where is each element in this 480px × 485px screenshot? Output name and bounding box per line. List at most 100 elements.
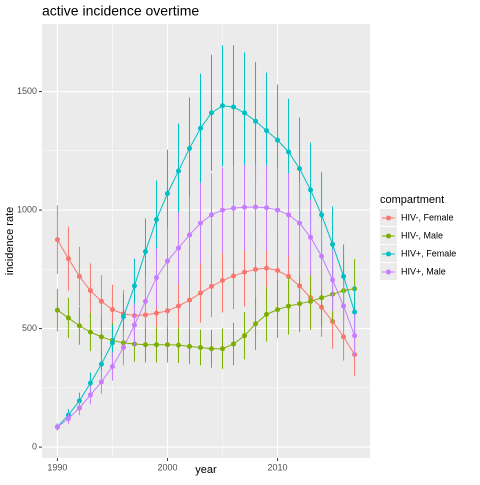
point — [186, 145, 192, 151]
point — [341, 273, 347, 279]
point — [319, 212, 325, 218]
point — [275, 207, 281, 213]
chart-title: active incidence overtime — [42, 3, 199, 19]
y-tick-label: 0 — [32, 441, 37, 451]
point — [164, 342, 170, 348]
point — [109, 364, 115, 370]
x-axis-label: year — [195, 464, 217, 476]
point — [87, 288, 93, 294]
legend-label: HIV-, Female — [401, 212, 454, 222]
point — [286, 303, 292, 309]
x-tick-label: 1990 — [47, 462, 67, 472]
point — [175, 303, 181, 309]
point — [209, 110, 215, 116]
legend-title: compartment — [380, 194, 444, 206]
point — [142, 249, 148, 255]
y-tick-label: 500 — [22, 323, 37, 333]
point — [220, 346, 226, 352]
point — [341, 334, 347, 340]
point — [98, 334, 104, 340]
point — [54, 424, 60, 430]
legend-label: HIV+, Male — [401, 266, 446, 276]
point — [65, 416, 71, 422]
point — [330, 241, 336, 247]
point — [275, 268, 281, 274]
point — [164, 308, 170, 314]
point — [120, 314, 126, 320]
point — [275, 137, 281, 143]
point — [153, 275, 159, 281]
point — [131, 283, 137, 289]
point — [197, 290, 203, 296]
point — [319, 253, 325, 259]
point — [231, 104, 237, 110]
line — [57, 288, 355, 350]
point — [242, 333, 248, 339]
point — [308, 298, 314, 304]
point — [175, 342, 181, 348]
point — [87, 392, 93, 398]
point — [54, 307, 60, 313]
point — [264, 128, 270, 134]
legend-point — [386, 233, 391, 239]
point — [164, 190, 170, 196]
point — [231, 273, 237, 279]
point — [242, 204, 248, 210]
point — [186, 232, 192, 238]
point — [186, 297, 192, 303]
point — [98, 361, 104, 367]
point — [275, 307, 281, 313]
point — [253, 118, 259, 124]
point — [253, 266, 259, 272]
point — [319, 295, 325, 301]
point — [175, 245, 181, 251]
point — [286, 212, 292, 218]
legend-label: HIV+, Female — [401, 248, 456, 258]
point — [220, 207, 226, 213]
point — [242, 269, 248, 275]
point — [231, 341, 237, 347]
point — [197, 125, 203, 131]
point — [175, 168, 181, 174]
point — [220, 277, 226, 283]
point — [153, 342, 159, 348]
point — [264, 205, 270, 211]
point — [197, 345, 203, 351]
point — [153, 310, 159, 316]
point — [308, 234, 314, 240]
point — [341, 303, 347, 309]
point — [253, 204, 259, 210]
point — [264, 311, 270, 317]
point — [297, 220, 303, 226]
point — [65, 256, 71, 262]
point — [87, 329, 93, 335]
point — [109, 307, 115, 313]
point — [220, 103, 226, 109]
point — [142, 342, 148, 348]
line — [57, 206, 356, 428]
point — [242, 110, 248, 116]
legend-label: HIV-, Male — [401, 230, 443, 240]
point — [87, 380, 93, 386]
point — [209, 283, 215, 289]
point — [286, 149, 292, 155]
line — [57, 105, 356, 428]
point — [197, 220, 203, 226]
point — [98, 379, 104, 385]
point — [209, 212, 215, 218]
y-tick-label: 1500 — [17, 86, 37, 96]
point — [308, 187, 314, 193]
point — [352, 333, 358, 339]
legend-point — [386, 251, 391, 257]
legend-point — [386, 269, 391, 275]
x-tick-label: 2010 — [268, 462, 288, 472]
point — [142, 298, 148, 304]
point — [330, 277, 336, 283]
point — [352, 309, 358, 315]
x-tick-label: 2000 — [157, 462, 177, 472]
legend-point — [386, 215, 391, 221]
point — [286, 273, 292, 279]
point — [76, 323, 82, 329]
point — [76, 273, 82, 279]
